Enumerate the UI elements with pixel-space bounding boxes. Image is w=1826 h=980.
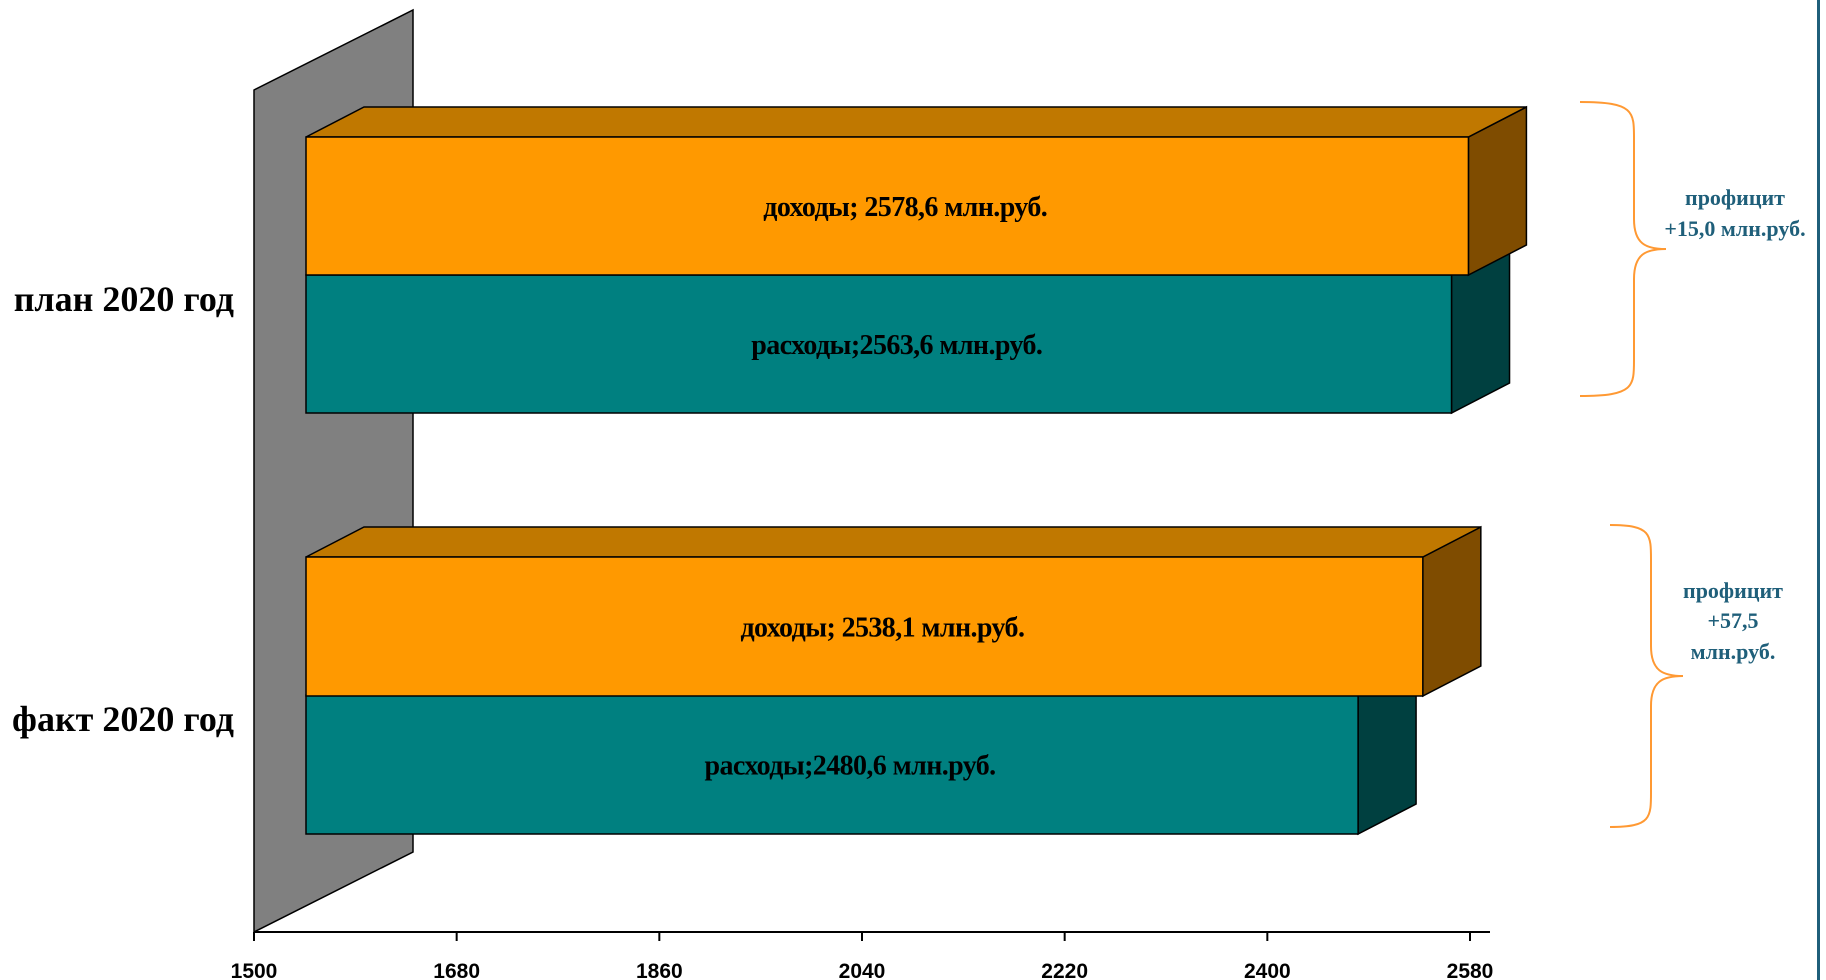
expense-data-label: расходы;2563,6 млн.руб. [751, 330, 1042, 361]
x-tick-label: 2220 [1041, 960, 1088, 980]
bars [305, 105, 1528, 836]
surplus-annotation-line: профицит [1685, 185, 1785, 210]
surplus-annotation-line: +57,5 [1707, 608, 1758, 633]
surplus-annotations: профицит +15,0 млн.руб. профицит +57,5 млн.р… [1579, 101, 1806, 828]
surplus-annotation-line: профицит [1683, 578, 1783, 603]
x-tick-label: 2040 [839, 960, 886, 980]
income-bar-top [305, 526, 1482, 558]
surplus-annotation-line: +15,0 млн.руб. [1664, 216, 1805, 241]
right-edge-line [1817, 0, 1820, 980]
income-data-label: доходы; 2578,6 млн.руб. [763, 192, 1047, 223]
income-bar [305, 136, 1470, 276]
income-bar [305, 556, 1424, 697]
category-labels: план 2020 год факт 2020 год [12, 279, 234, 739]
x-axis: 1500 1680 1860 2040 2220 2400 2580 [231, 931, 1494, 980]
expense-bar [305, 694, 1359, 835]
income-bar-top [305, 106, 1527, 138]
x-tick-label: 2400 [1244, 960, 1291, 980]
bar-labels: расходы;2563,6 млн.руб. доходы; 2578,6 мл… [705, 192, 1048, 782]
expense-data-label: расходы;2480,6 млн.руб. [705, 751, 996, 782]
surplus-brace [1579, 101, 1667, 397]
x-tick-label: 1500 [231, 960, 278, 980]
x-tick-label: 1680 [433, 960, 480, 980]
x-tick-label: 2580 [1447, 960, 1494, 980]
expense-bar [305, 274, 1453, 414]
category-label: факт 2020 год [12, 699, 234, 739]
category-label: план 2020 год [14, 279, 234, 319]
income-data-label: доходы; 2538,1 млн.руб. [740, 613, 1024, 644]
surplus-annotation-line: млн.руб. [1691, 639, 1776, 664]
surplus-brace [1609, 524, 1684, 828]
x-tick-label: 1860 [636, 960, 683, 980]
